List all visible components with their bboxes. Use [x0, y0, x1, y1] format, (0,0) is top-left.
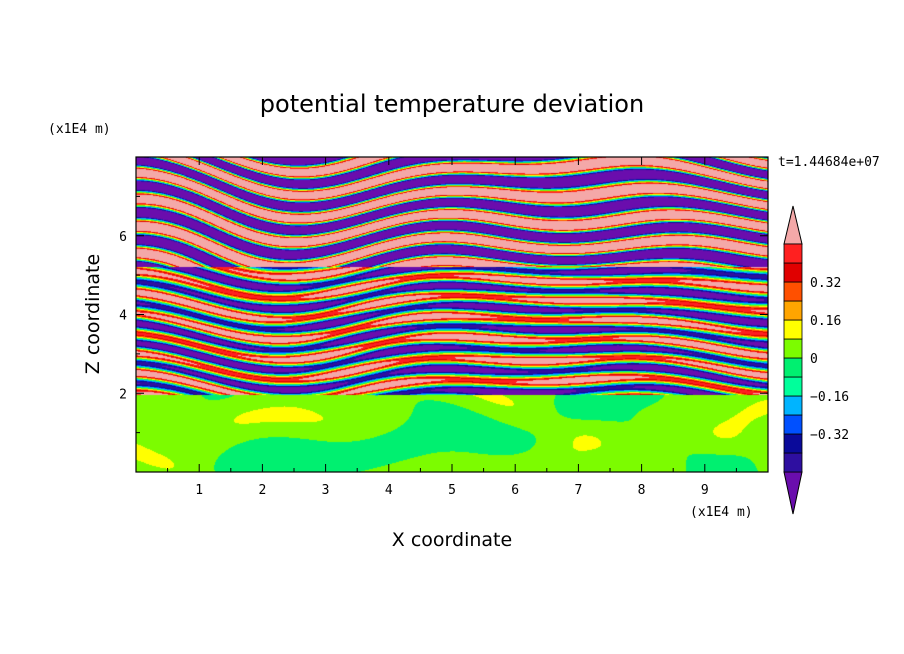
- contour-field: [136, 157, 768, 472]
- colorbar: 0.32 0.16 0 −0.16 −0.32: [783, 205, 849, 515]
- x-tick-label: 9: [701, 483, 709, 498]
- x-tick-label: 6: [511, 483, 519, 498]
- x-tick-label: 3: [322, 483, 330, 498]
- colorbar-segment: [783, 319, 803, 340]
- x-unit-label: (x1E4 m): [690, 505, 753, 520]
- x-tick-label: 7: [574, 483, 582, 498]
- x-axis-label: X coordinate: [392, 529, 512, 551]
- colorbar-segment: [783, 243, 803, 264]
- colorbar-tick-label: 0.32: [810, 276, 841, 291]
- colorbar-segment: [783, 357, 803, 378]
- z-tick-label: 6: [119, 230, 127, 245]
- colorbar-tick-label: 0: [810, 352, 818, 367]
- contour-plot: [136, 157, 768, 472]
- z-unit-label: (x1E4 m): [48, 122, 111, 137]
- colorbar-tick-label: −0.32: [810, 428, 849, 443]
- z-tick-label: 2: [119, 387, 127, 402]
- y-axis-label: Z coordinate: [82, 254, 104, 374]
- colorbar-tick-label: −0.16: [810, 390, 849, 405]
- axes: 1 2 3 4 5 6 7 8 9 2 4 6: [119, 156, 769, 498]
- colorbar-segment: [783, 376, 803, 397]
- x-tick-label: 5: [448, 483, 456, 498]
- colorbar-under-arrow: [783, 471, 803, 515]
- colorbar-segment: [783, 262, 803, 283]
- x-tick-label: 8: [638, 483, 646, 498]
- colorbar-segment: [783, 300, 803, 321]
- colorbar-segment: [783, 414, 803, 435]
- z-tick-label: 4: [119, 309, 127, 324]
- x-tick-label: 2: [258, 483, 266, 498]
- colorbar-segment: [783, 452, 803, 473]
- colorbar-segment: [783, 395, 803, 416]
- colorbar-segment: [783, 281, 803, 302]
- x-tick-label: 1: [195, 483, 203, 498]
- colorbar-tick-label: 0.16: [810, 314, 841, 329]
- x-tick-label: 4: [385, 483, 393, 498]
- time-label: t=1.44684e+07: [778, 155, 880, 170]
- colorbar-segment: [783, 338, 803, 359]
- colorbar-over-arrow: [783, 205, 803, 245]
- chart-title: potential temperature deviation: [260, 90, 644, 118]
- colorbar-segment: [783, 433, 803, 454]
